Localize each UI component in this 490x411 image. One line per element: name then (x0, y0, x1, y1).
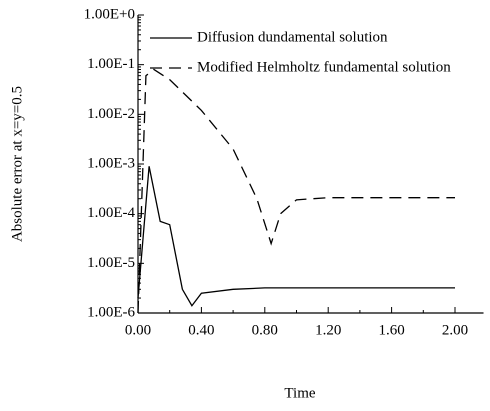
x-axis-label: Time (284, 385, 315, 401)
y-axis-label: Absolute error at x=y=0.5 (9, 86, 25, 242)
series-line (137, 166, 455, 307)
y-tick-label: 1.00E-5 (87, 255, 135, 271)
x-tick-label: 2.00 (442, 322, 468, 338)
y-tick-label: 1.00E-3 (87, 155, 135, 171)
x-tick-label: 0.00 (125, 322, 151, 338)
x-tick-label: 1.20 (315, 322, 341, 338)
legend-label: Diffusion dundamental solution (197, 29, 388, 45)
y-tick-label: 1.00E-2 (87, 106, 135, 122)
series-line (137, 68, 455, 314)
y-tick-label: 1.00E-1 (87, 56, 135, 72)
x-tick-label: 0.80 (252, 322, 278, 338)
x-tick-label: 0.40 (188, 322, 214, 338)
y-tick-label: 1.00E+0 (84, 6, 135, 22)
y-tick-label: 1.00E-6 (87, 304, 135, 320)
legend-label: Modified Helmholtz fundamental solution (197, 59, 451, 75)
y-tick-label: 1.00E-4 (87, 205, 135, 221)
x-tick-label: 1.60 (378, 322, 404, 338)
